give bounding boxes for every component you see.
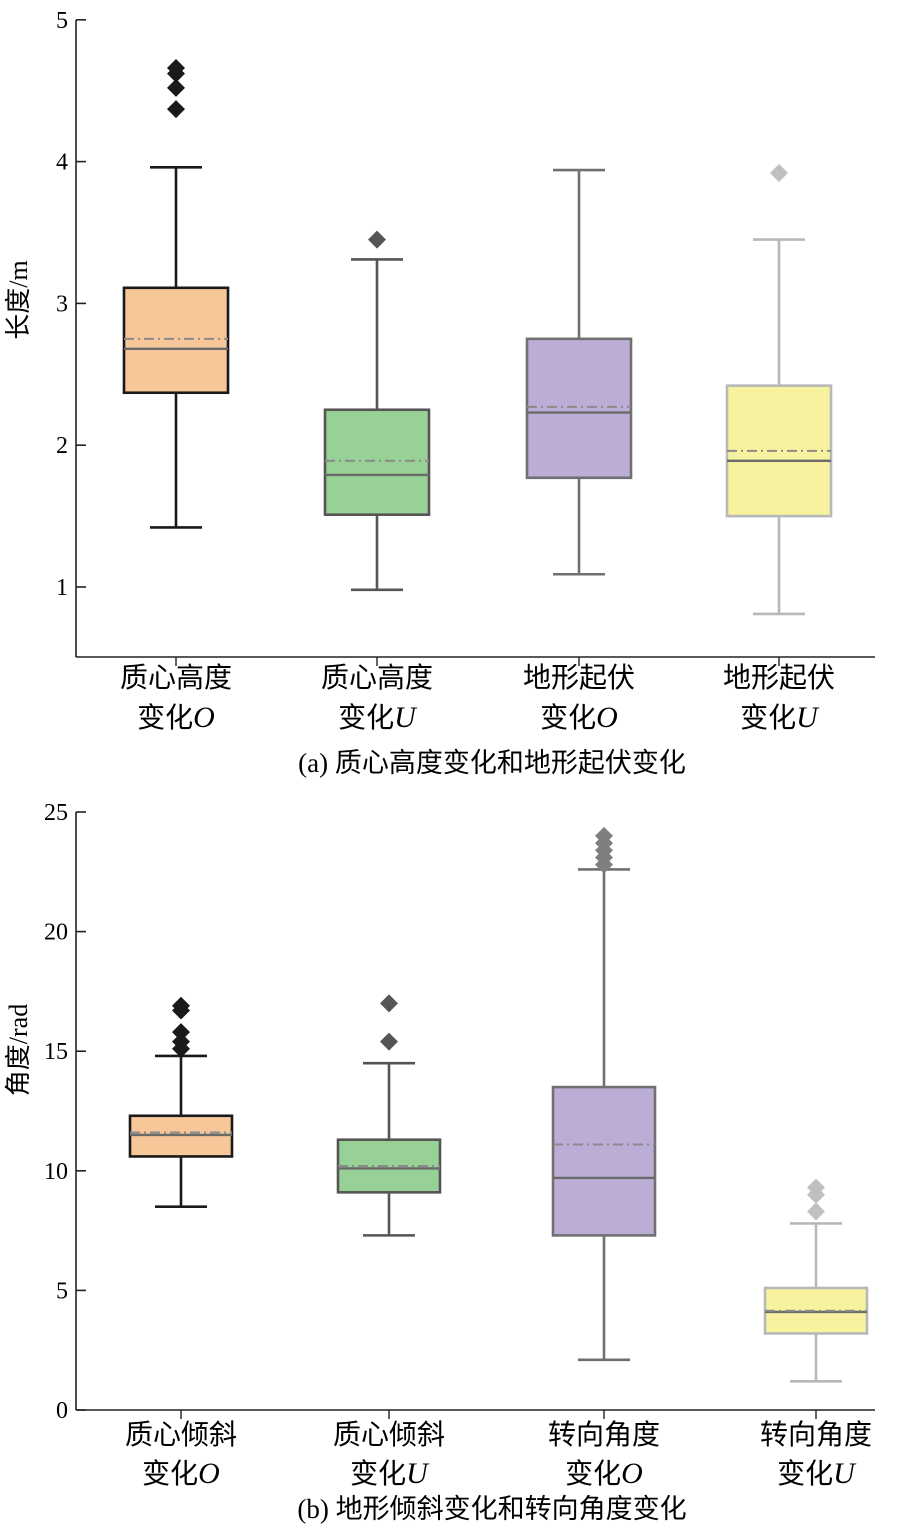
outlier-point <box>172 996 190 1015</box>
y-tick-label: 20 <box>44 920 68 946</box>
category-label-line2: 变化U <box>777 1457 857 1490</box>
category-label-variable: O <box>596 701 618 734</box>
figure-caption: (a) 质心高度变化和地形起伏变化 <box>298 748 686 779</box>
iqr-box <box>551 1085 657 1237</box>
caption-text: 质心高度变化和地形起伏变化 <box>335 748 686 779</box>
outlier-point <box>368 230 386 249</box>
category-label-variable: O <box>621 1457 643 1490</box>
category-label-line1: 质心倾斜 <box>333 1418 445 1451</box>
category-label-variable: U <box>833 1457 857 1490</box>
iqr-box <box>525 337 633 480</box>
y-tick-label: 2 <box>56 433 68 459</box>
category-label-line2: 变化U <box>740 701 820 734</box>
y-axis-label-unit: /m <box>4 260 33 287</box>
outlier-point <box>380 994 398 1013</box>
y-tick-label: 4 <box>56 150 68 176</box>
category-label-line2: 变化U <box>338 701 418 734</box>
y-axis-label: 角度/rad <box>4 1004 34 1096</box>
category-label-line1: 地形起伏 <box>523 661 635 694</box>
category-label-text: 变化 <box>137 701 193 734</box>
category-label-line2: 变化O <box>142 1457 220 1490</box>
outlier-point <box>807 1178 825 1197</box>
category-label-line2: 变化O <box>137 701 215 734</box>
y-tick-label: 5 <box>56 1278 68 1304</box>
outlier-point <box>807 1202 825 1221</box>
outlier-point <box>172 1023 190 1042</box>
category-label-variable: O <box>193 701 215 734</box>
y-axis-label: 长度/m <box>4 260 34 339</box>
category-label-variable: U <box>394 701 418 734</box>
category-label-text: 变化 <box>540 701 596 734</box>
category-label-text: 变化 <box>350 1457 406 1490</box>
caption-letter: (a) <box>298 748 335 778</box>
category-label-variable: O <box>198 1457 220 1490</box>
y-tick-label: 25 <box>44 800 68 826</box>
category-label-line2: 变化U <box>350 1457 430 1490</box>
caption-letter: (b) <box>297 1494 335 1524</box>
category-label-variable: U <box>406 1457 430 1490</box>
outlier-point <box>172 1032 190 1051</box>
y-tick-label: 3 <box>56 291 68 317</box>
y-axis-label-text: 角度 <box>4 1044 34 1096</box>
y-tick-label: 5 <box>56 8 68 34</box>
category-label-text: 变化 <box>142 1457 198 1490</box>
category-label-text: 变化 <box>740 701 796 734</box>
iqr-box <box>323 408 431 516</box>
category-label-text: 变化 <box>777 1457 833 1490</box>
caption-text: 地形倾斜变化和转向角度变化 <box>336 1494 687 1525</box>
category-label-line1: 质心高度 <box>321 661 433 694</box>
y-tick-label: 15 <box>44 1039 68 1065</box>
y-axis-label-text: 长度 <box>4 288 34 340</box>
category-label-line2: 变化O <box>565 1457 643 1490</box>
category-label-text: 变化 <box>565 1457 621 1490</box>
category-label-text: 变化 <box>338 701 394 734</box>
outlier-point <box>167 59 185 78</box>
outlier-point <box>380 1032 398 1051</box>
y-tick-label: 0 <box>56 1398 68 1424</box>
category-label-variable: U <box>796 701 820 734</box>
chart-panel-b: 0510152025角度/rad质心倾斜变化O质心倾斜变化U转向角度变化O转向角… <box>4 800 875 1525</box>
outlier-point <box>167 78 185 97</box>
chart-panel-a: 12345长度/m质心高度变化O质心高度变化U地形起伏变化O地形起伏变化U(a)… <box>4 8 875 779</box>
iqr-box <box>122 286 230 395</box>
category-label-line1: 质心高度 <box>120 661 232 694</box>
category-label-line2: 变化O <box>540 701 618 734</box>
category-label-line1: 转向角度 <box>760 1418 872 1451</box>
y-tick-label: 10 <box>44 1159 68 1185</box>
outlier-point <box>595 826 613 845</box>
category-label-line1: 地形起伏 <box>723 661 835 694</box>
category-label-line1: 质心倾斜 <box>125 1418 237 1451</box>
y-axis-label-unit: /rad <box>4 1004 33 1044</box>
outlier-point <box>167 100 185 119</box>
figure-caption: (b) 地形倾斜变化和转向角度变化 <box>297 1494 686 1525</box>
category-label-line1: 转向角度 <box>548 1418 660 1451</box>
y-tick-label: 1 <box>56 575 68 601</box>
outlier-point <box>770 163 788 182</box>
